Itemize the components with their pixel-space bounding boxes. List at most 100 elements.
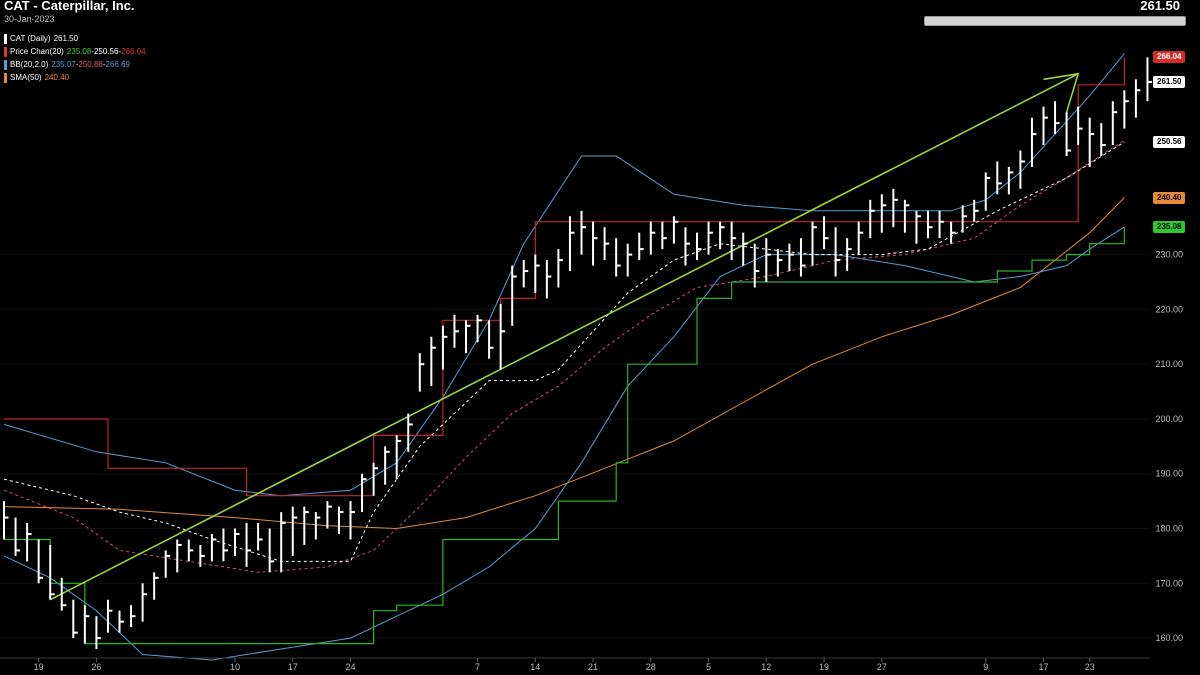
price-channel-mid bbox=[3, 141, 1125, 562]
price-bar bbox=[892, 188, 898, 228]
price-bar bbox=[799, 238, 806, 277]
price-bar bbox=[453, 314, 459, 348]
legend-value: 235.08 bbox=[66, 47, 92, 56]
bb-middle bbox=[3, 139, 1125, 573]
trendline bbox=[49, 73, 1079, 601]
price-bar bbox=[545, 260, 552, 299]
price-bar bbox=[869, 199, 875, 239]
price-bar bbox=[672, 216, 679, 244]
legend-swatch bbox=[4, 72, 7, 83]
price-bar bbox=[996, 161, 1002, 195]
price-bar bbox=[880, 194, 887, 233]
y-tick-label: 230.00 bbox=[1155, 250, 1183, 260]
price-bar bbox=[60, 577, 67, 611]
price-bar bbox=[626, 243, 633, 277]
price-bar bbox=[568, 216, 575, 272]
price-bar bbox=[257, 523, 263, 551]
price-bar bbox=[395, 435, 402, 480]
price-bar bbox=[1134, 79, 1141, 118]
price-bar bbox=[649, 221, 656, 255]
price-bar bbox=[418, 353, 425, 392]
price-bar bbox=[753, 243, 760, 288]
price-bar bbox=[314, 512, 321, 540]
x-tick-label: 17 bbox=[1038, 662, 1048, 672]
price-bar bbox=[141, 583, 148, 622]
legend-label: Price Chan(20) bbox=[10, 47, 64, 56]
price-bar bbox=[511, 265, 517, 326]
price-tag: 235.08 bbox=[1153, 220, 1186, 233]
price-bar bbox=[834, 227, 841, 277]
y-tick-label: 200.00 bbox=[1155, 414, 1183, 424]
price-bar bbox=[742, 232, 748, 266]
price-bar bbox=[534, 254, 540, 293]
price-bar bbox=[811, 221, 817, 266]
y-tick-label: 220.00 bbox=[1155, 304, 1183, 314]
gridlines bbox=[0, 254, 1150, 639]
price-bar bbox=[857, 221, 864, 255]
price-bar bbox=[499, 303, 506, 370]
price-bar bbox=[1088, 117, 1095, 167]
price-bar bbox=[615, 238, 621, 277]
price-bar bbox=[823, 216, 829, 250]
x-tick-label: 23 bbox=[1085, 662, 1095, 672]
chart-title: CAT - Caterpillar, Inc. bbox=[4, 0, 135, 13]
price-bar bbox=[950, 221, 956, 244]
legend-swatch bbox=[4, 33, 7, 44]
x-tick-label: 12 bbox=[761, 662, 771, 672]
legend-value: 250.88 bbox=[78, 60, 103, 69]
price-bar bbox=[603, 227, 610, 261]
legend-swatch bbox=[4, 59, 7, 70]
price-bar bbox=[361, 473, 367, 513]
x-tick-label: 9 bbox=[983, 662, 988, 672]
price-bar bbox=[1007, 166, 1014, 195]
price-bar bbox=[95, 616, 101, 650]
price-bar bbox=[938, 210, 945, 239]
price-bar bbox=[522, 260, 529, 288]
y-tick-label: 210.00 bbox=[1155, 359, 1183, 369]
price-tag: 261.50 bbox=[1153, 76, 1186, 89]
y-tick-label: 160.00 bbox=[1155, 633, 1183, 643]
header-scrollbar[interactable] bbox=[924, 16, 1186, 26]
price-bar bbox=[291, 506, 298, 556]
price-bar bbox=[696, 232, 702, 261]
x-tick-label: 5 bbox=[706, 662, 711, 672]
price-bar bbox=[337, 506, 344, 534]
price-bar bbox=[441, 325, 448, 370]
price-tag: 266.04 bbox=[1153, 51, 1186, 64]
y-axis: 160.00 170.00 180.00 190.00 200.00 210.00 220.… bbox=[1155, 250, 1183, 643]
price-tag: 250.56 bbox=[1153, 135, 1186, 148]
price-bar bbox=[1077, 106, 1083, 146]
price-bar bbox=[407, 413, 413, 452]
legend-row: CAT (Daily) 261.50 bbox=[4, 32, 146, 45]
price-bar bbox=[199, 544, 205, 567]
price-bar bbox=[153, 572, 159, 600]
price-bar bbox=[268, 528, 275, 573]
x-tick-label: 19 bbox=[819, 662, 829, 672]
price-bar bbox=[638, 232, 644, 261]
sma-50 bbox=[3, 197, 1125, 530]
price-bar bbox=[730, 221, 737, 261]
x-tick-label: 10 bbox=[230, 662, 240, 672]
legend-separator: - bbox=[91, 47, 94, 56]
trendline-annotation bbox=[49, 72, 1080, 601]
x-tick-label: 7 bbox=[475, 662, 480, 672]
price-bar bbox=[476, 314, 483, 343]
price-bar bbox=[1042, 106, 1048, 146]
price-bar bbox=[719, 221, 725, 250]
price-bar bbox=[303, 506, 309, 545]
price-bar bbox=[222, 528, 228, 562]
legend-separator: - bbox=[75, 60, 79, 69]
price-bar bbox=[707, 221, 714, 255]
bb-upper bbox=[3, 53, 1125, 497]
legend-label: CAT (Daily) bbox=[10, 34, 51, 43]
price-bar bbox=[915, 210, 921, 244]
y-tick-label: 180.00 bbox=[1155, 524, 1183, 534]
price-bar bbox=[1019, 150, 1025, 189]
price-bar bbox=[557, 249, 563, 288]
price-bar bbox=[176, 539, 182, 573]
price-bar bbox=[765, 238, 771, 282]
price-bar bbox=[776, 249, 783, 277]
price-bar bbox=[1054, 101, 1060, 135]
price-bar bbox=[72, 599, 78, 639]
price-bar bbox=[83, 605, 90, 644]
